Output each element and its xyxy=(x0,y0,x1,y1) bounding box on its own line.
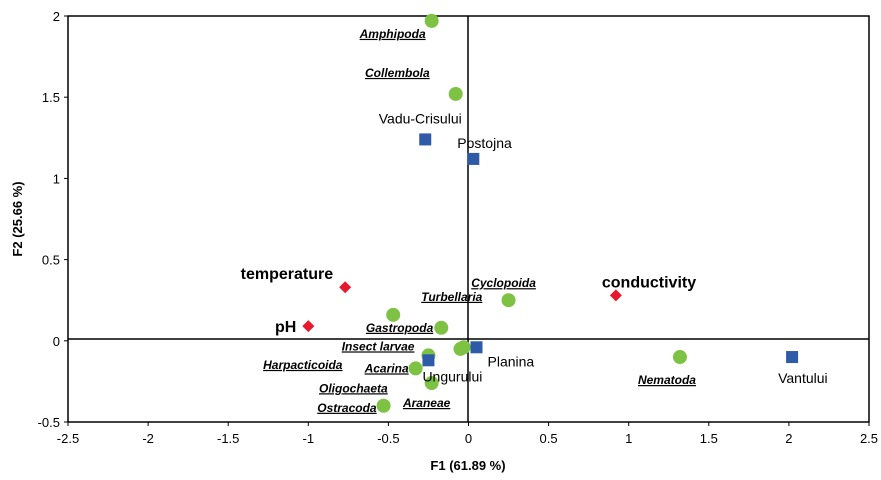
ostracoda-circle-marker xyxy=(376,398,391,413)
insect-larvae-label: Insect larvae xyxy=(342,339,415,353)
araneae-label: Araneae xyxy=(402,396,451,410)
nematoda-label: Nematoda xyxy=(638,373,696,387)
harpacticoida-label: Harpacticoida xyxy=(263,358,343,372)
x-tick-label: -0.5 xyxy=(377,431,399,446)
x-tick-label: 0.5 xyxy=(540,431,558,446)
temperature-label: temperature xyxy=(241,266,334,283)
amphipoda-circle-marker xyxy=(424,13,439,28)
y-tick-label: -0.5 xyxy=(38,415,60,430)
x-tick-label: -1 xyxy=(303,431,315,446)
collembola-label: Collembola xyxy=(365,66,430,80)
x-tick-label: 1 xyxy=(625,431,632,446)
vadu-crisului-label: Vadu-Crisului xyxy=(379,110,462,126)
gastropoda-label: Gastropoda xyxy=(366,321,434,335)
y-tick-label: 1.5 xyxy=(42,90,60,105)
ph-diamond-marker xyxy=(302,320,315,333)
conductivity-diamond-marker xyxy=(609,289,622,302)
vadu-crisului-square-marker xyxy=(419,133,432,146)
x-tick-label: 1.5 xyxy=(700,431,718,446)
x-tick-labels: -2.5 -2 -1.5 -1 -0.5 0 0.5 1 1.5 2 2.5 xyxy=(57,422,878,446)
temperature-diamond-marker xyxy=(339,281,352,294)
postojna-square-marker xyxy=(467,152,480,165)
x-tick-label: -2.5 xyxy=(57,431,79,446)
data-points xyxy=(302,13,799,413)
amphipoda-label: Amphipoda xyxy=(359,27,426,41)
vantului-square-marker xyxy=(786,351,799,364)
x-tick-label: 2.5 xyxy=(860,431,878,446)
postojna-label: Postojna xyxy=(457,135,512,151)
x-tick-label: 0 xyxy=(465,431,472,446)
planina-label: Planina xyxy=(488,353,535,369)
acarina-label: Acarina xyxy=(364,361,409,375)
araneae-circle-marker xyxy=(424,376,439,391)
y-axis-title: F2 (25.66 %) xyxy=(10,181,25,256)
turbellaria-label: Turbellaria xyxy=(421,290,482,304)
x-tick-label: -1.5 xyxy=(217,431,239,446)
cyclopoida-circle-marker xyxy=(501,293,516,308)
conductivity-label: conductivity xyxy=(602,274,696,291)
gastropoda-circle-marker xyxy=(434,320,449,335)
acarina-circle-marker xyxy=(408,361,423,376)
ungurului-label: Ungurului xyxy=(422,368,482,384)
y-tick-label: 2 xyxy=(53,9,60,24)
x-axis-title: F1 (61.89 %) xyxy=(430,458,505,473)
cyclopoida-label: Cyclopoida xyxy=(471,276,536,290)
vantului-label: Vantului xyxy=(778,370,828,386)
turbellaria-circle-marker xyxy=(386,307,401,322)
x-tick-label: -2 xyxy=(142,431,154,446)
ostracoda-label: Ostracoda xyxy=(317,401,377,415)
ungurului-square-marker xyxy=(422,354,435,367)
oligochaeta-circle-marker xyxy=(456,340,471,355)
collembola-circle-marker xyxy=(448,86,463,101)
y-tick-label: 1 xyxy=(53,171,60,186)
y-tick-labels: -0.5 0 0.5 1 1.5 2 xyxy=(38,9,68,430)
x-tick-label: 2 xyxy=(785,431,792,446)
oligochaeta-label: Oligochaeta xyxy=(319,381,388,395)
point-labels: Amphipoda Collembola CyclopoidaTurbellaria… xyxy=(241,27,828,415)
nematoda-circle-marker xyxy=(672,350,687,365)
y-tick-label: 0.5 xyxy=(42,253,60,268)
y-tick-label: 0 xyxy=(53,334,60,349)
ph-label: pH xyxy=(275,319,296,336)
planina-square-marker xyxy=(470,341,483,354)
